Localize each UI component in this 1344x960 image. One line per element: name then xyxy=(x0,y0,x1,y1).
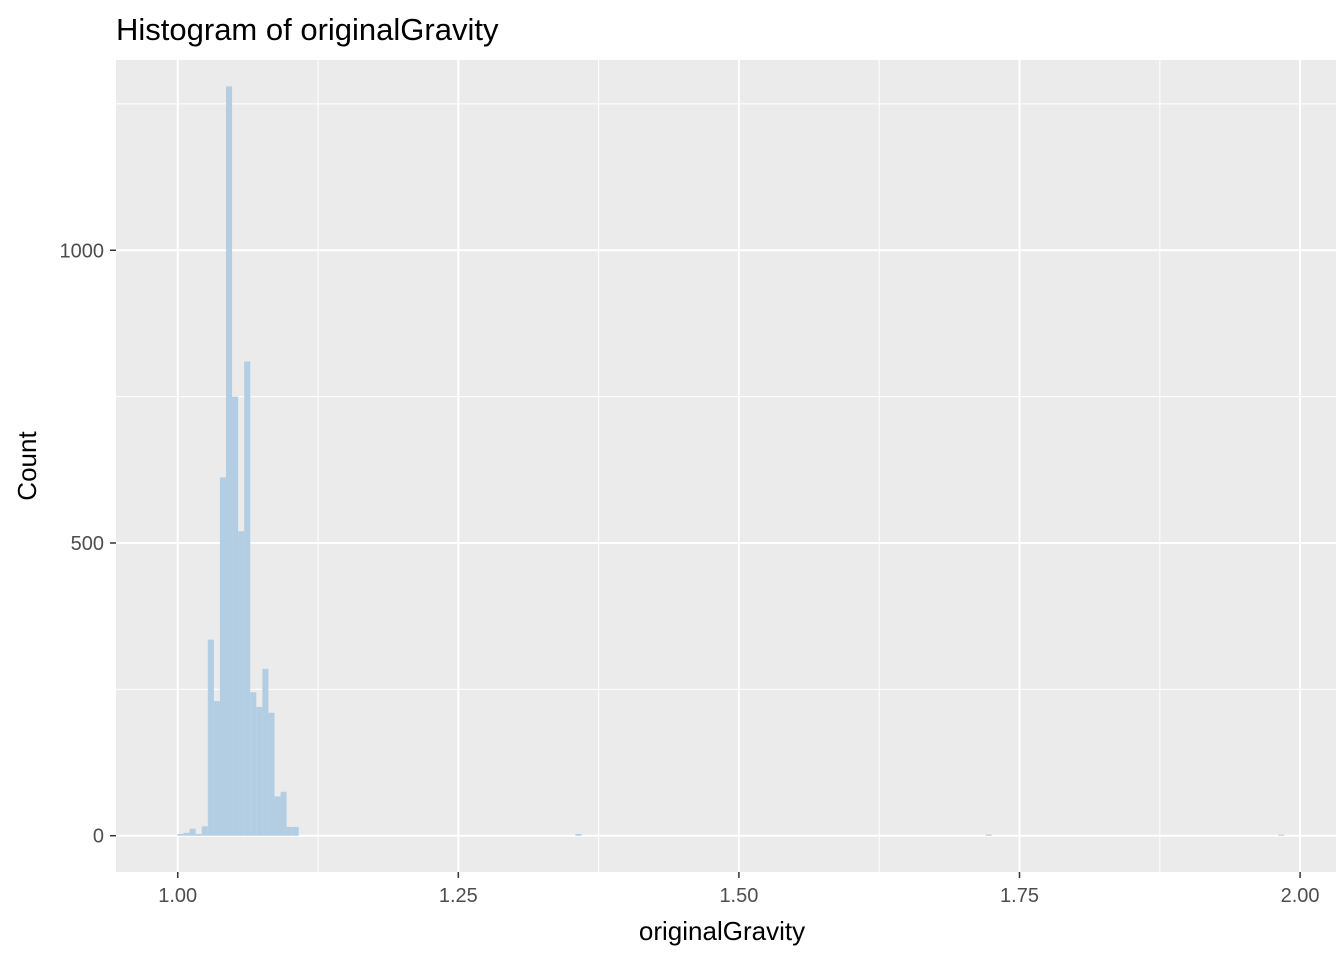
histogram-bar xyxy=(183,832,190,836)
histogram-bar xyxy=(256,706,263,836)
chart-title: Histogram of originalGravity xyxy=(116,12,499,47)
histogram-bar xyxy=(274,796,281,836)
major-gridlines xyxy=(116,60,1336,872)
y-tick-label: 0 xyxy=(93,826,104,848)
histogram-bar xyxy=(575,833,582,836)
x-tick-label: 1.50 xyxy=(719,885,758,907)
histogram-bar xyxy=(286,826,293,836)
histogram-bar xyxy=(250,692,257,836)
histogram-bar xyxy=(985,834,992,836)
y-axis-title: Count xyxy=(12,431,42,501)
histogram-bar xyxy=(201,826,208,836)
histogram-bar xyxy=(1278,834,1285,836)
histogram-bar xyxy=(232,396,239,836)
x-axis: 1.00 1.25 1.50 1.75 2.00 xyxy=(158,872,1320,907)
histogram-bar xyxy=(219,477,226,836)
histogram-bar xyxy=(189,828,196,836)
plot-panel xyxy=(116,60,1336,872)
x-axis-title: originalGravity xyxy=(639,916,805,946)
histogram-bars xyxy=(177,86,1285,836)
histogram-bar xyxy=(280,791,287,836)
x-tick-label: 2.00 xyxy=(1281,885,1320,907)
histogram-bar xyxy=(268,712,275,836)
histogram-bar xyxy=(292,826,299,836)
histogram-bar xyxy=(225,86,233,836)
y-axis: 0 500 1000 xyxy=(60,240,116,848)
x-tick-label: 1.00 xyxy=(158,885,197,907)
minor-gridlines xyxy=(116,60,1336,872)
histogram-bar xyxy=(207,639,214,836)
x-tick-label: 1.75 xyxy=(1000,885,1039,907)
histogram-bar xyxy=(238,531,245,836)
histogram-bar xyxy=(195,833,202,836)
y-tick-label: 500 xyxy=(71,533,104,555)
histogram-bar xyxy=(262,668,269,836)
y-tick-label: 1000 xyxy=(60,240,105,262)
histogram-bar xyxy=(213,701,220,836)
histogram-bar xyxy=(244,361,251,836)
x-tick-label: 1.25 xyxy=(439,885,478,907)
histogram-bar xyxy=(177,833,184,836)
